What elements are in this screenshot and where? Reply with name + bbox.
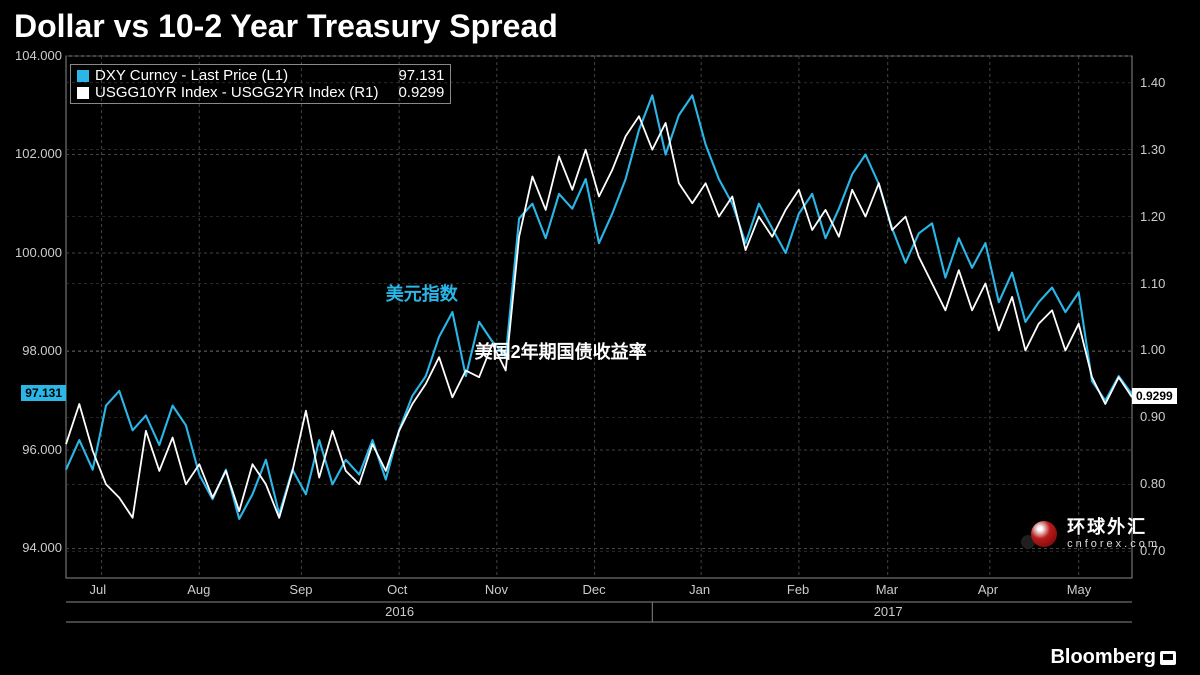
yleft-tick: 102.000	[15, 146, 62, 161]
legend-value-dxy: 97.131	[398, 67, 444, 84]
x-month-tick: Oct	[387, 582, 407, 597]
chart-area: DXY Curncy - Last Price (L1) 97.131 USGG…	[10, 50, 1190, 630]
yleft-tick: 100.000	[15, 245, 62, 260]
yleft-current-tag: 97.131	[21, 385, 66, 401]
yleft-tick: 96.000	[22, 442, 62, 457]
legend-swatch-spread	[77, 87, 89, 99]
x-month-tick: Feb	[787, 582, 809, 597]
legend: DXY Curncy - Last Price (L1) 97.131 USGG…	[70, 64, 451, 104]
x-month-tick: Mar	[876, 582, 898, 597]
x-year-label: 2016	[385, 604, 414, 619]
x-month-tick: Dec	[583, 582, 606, 597]
x-month-tick: Nov	[485, 582, 508, 597]
yright-tick: 0.80	[1140, 476, 1165, 491]
yleft-tick: 104.000	[15, 48, 62, 63]
yright-tick: 1.10	[1140, 276, 1165, 291]
watermark-cn: 环球外汇	[1067, 518, 1160, 538]
legend-value-spread: 0.9299	[398, 84, 444, 101]
x-month-tick: May	[1067, 582, 1092, 597]
legend-swatch-dxy	[77, 70, 89, 82]
x-month-tick: Jul	[90, 582, 107, 597]
x-year-label: 2017	[874, 604, 903, 619]
watermark-logo-icon	[1031, 521, 1057, 547]
x-month-tick: Aug	[187, 582, 210, 597]
footer-text: Bloomberg	[1050, 646, 1156, 669]
watermark-en: cnforex.com	[1067, 538, 1160, 550]
yright-tick: 1.00	[1140, 342, 1165, 357]
yright-tick: 0.90	[1140, 409, 1165, 424]
yright-current-tag: 0.9299	[1132, 388, 1177, 404]
series-annotation: 美国2年期国债收益率	[475, 338, 647, 364]
legend-row-spread: USGG10YR Index - USGG2YR Index (R1) 0.92…	[77, 84, 444, 101]
series-annotation: 美元指数	[386, 280, 458, 306]
chart-title: Dollar vs 10-2 Year Treasury Spread	[14, 8, 558, 45]
x-month-tick: Sep	[289, 582, 312, 597]
x-month-tick: Jan	[689, 582, 710, 597]
legend-label-dxy: DXY Curncy - Last Price (L1)	[95, 67, 288, 84]
legend-label-spread: USGG10YR Index - USGG2YR Index (R1)	[95, 84, 378, 101]
watermark: 环球外汇 cnforex.com	[1031, 518, 1160, 550]
yright-tick: 1.40	[1140, 75, 1165, 90]
yright-tick: 1.20	[1140, 209, 1165, 224]
footer-brand: Bloomberg	[1050, 646, 1176, 669]
bloomberg-terminal-icon	[1160, 651, 1176, 665]
title-text: Dollar vs 10-2 Year Treasury Spread	[14, 8, 558, 44]
yleft-tick: 98.000	[22, 343, 62, 358]
yright-tick: 1.30	[1140, 142, 1165, 157]
legend-row-dxy: DXY Curncy - Last Price (L1) 97.131	[77, 67, 444, 84]
yleft-tick: 94.000	[22, 540, 62, 555]
x-month-tick: Apr	[978, 582, 998, 597]
